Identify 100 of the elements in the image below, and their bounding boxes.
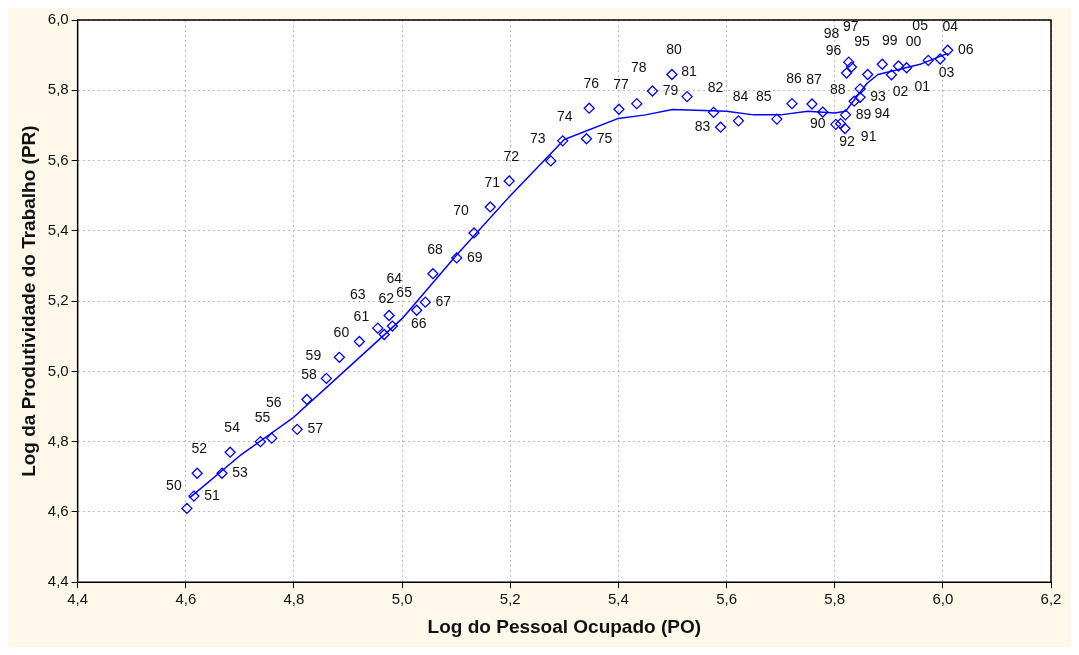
- point: [631, 97, 643, 110]
- annotation: 93: [870, 88, 887, 105]
- point: [291, 423, 303, 435]
- point: [583, 102, 595, 114]
- annotation: 06: [957, 41, 974, 58]
- annotation: 82: [707, 79, 724, 96]
- annotation: 51: [204, 486, 220, 503]
- annotation: 60: [333, 324, 350, 341]
- point: [922, 54, 934, 67]
- annotation: 87: [806, 70, 822, 87]
- annotation: 83: [694, 118, 711, 135]
- point: [191, 467, 203, 479]
- annotation: 02: [892, 82, 909, 99]
- annotation: 50: [166, 477, 182, 494]
- point: [830, 118, 842, 131]
- point: [386, 320, 399, 332]
- point: [468, 227, 480, 239]
- point: [817, 106, 829, 118]
- annotation: 92: [839, 133, 855, 150]
- point: [266, 432, 278, 444]
- point: [707, 106, 720, 119]
- point: [557, 135, 569, 147]
- point: [411, 304, 423, 316]
- annotation: 04: [942, 18, 959, 35]
- point: [942, 44, 954, 56]
- point: [786, 97, 798, 110]
- point: [372, 322, 384, 334]
- annotation: 66: [410, 315, 427, 332]
- annotation: 56: [265, 394, 282, 410]
- point: [854, 91, 866, 103]
- annotation: 80: [666, 41, 682, 58]
- annotation: 62: [378, 290, 395, 307]
- point: [876, 58, 888, 70]
- y-tick-label: 4,6: [47, 502, 69, 520]
- annotation: 97: [842, 18, 859, 35]
- annotation: 91: [860, 127, 877, 144]
- annotation: 68: [427, 240, 443, 257]
- annotation: 05: [912, 16, 929, 33]
- annotation: 77: [613, 76, 629, 93]
- point: [613, 103, 625, 115]
- annotation: 57: [307, 420, 324, 437]
- point: [862, 68, 874, 81]
- point: [383, 309, 395, 322]
- annotation: 79: [662, 81, 679, 98]
- annotation: 84: [732, 87, 749, 104]
- point: [714, 121, 727, 133]
- point: [353, 335, 366, 348]
- point: [666, 68, 678, 81]
- annotation: 95: [854, 32, 871, 49]
- y-tick-label: 5,6: [47, 150, 69, 168]
- point: [224, 446, 236, 458]
- point: [333, 351, 346, 363]
- point: [427, 268, 439, 280]
- annotation: 01: [914, 78, 931, 95]
- x-tick-label: 5,8: [824, 590, 846, 608]
- annotation: 85: [756, 87, 772, 104]
- annotation: 81: [681, 63, 698, 80]
- y-tick-label: 5,8: [47, 80, 69, 98]
- annotation: 55: [254, 408, 271, 425]
- annotation: 00: [905, 32, 922, 49]
- point: [451, 252, 463, 264]
- y-tick-label: 5,4: [47, 220, 69, 238]
- point: [646, 85, 659, 97]
- point: [848, 95, 860, 107]
- point: [892, 60, 905, 72]
- annotation: 86: [786, 70, 802, 87]
- x-tick-label: 6,0: [932, 590, 954, 608]
- x-tick-label: 5,0: [391, 590, 413, 608]
- x-tick-label: 4,4: [67, 590, 89, 608]
- annotation: 71: [484, 173, 501, 190]
- annotation: 70: [453, 201, 470, 218]
- annotation: 94: [874, 105, 891, 122]
- annotation: 72: [503, 147, 520, 164]
- point: [484, 201, 496, 213]
- y-tick-label: 5,2: [47, 291, 69, 309]
- x-tick-label: 5,6: [716, 590, 737, 608]
- y-axis-title: Log da Produtividade do Trabalho (PR): [17, 125, 39, 477]
- annotation: 74: [556, 107, 573, 124]
- y-tick-label: 6,0: [47, 10, 69, 28]
- y-tick-label: 5,0: [47, 361, 69, 379]
- point: [188, 490, 200, 502]
- annotation: 53: [232, 464, 249, 481]
- x-tick-label: 4,8: [283, 590, 305, 608]
- annotation: 59: [305, 347, 322, 364]
- point: [216, 467, 228, 479]
- annotation: 76: [583, 75, 600, 92]
- annotation: 73: [530, 129, 546, 146]
- point: [840, 67, 853, 79]
- point: [301, 393, 313, 406]
- annotation: 52: [191, 440, 208, 457]
- annotation: 98: [823, 24, 840, 41]
- annotation: 69: [466, 248, 483, 265]
- y-tick-label: 4,8: [47, 431, 69, 449]
- annotation: 03: [938, 63, 955, 80]
- point: [254, 436, 267, 448]
- annotation: 63: [349, 286, 366, 303]
- point: [771, 113, 783, 125]
- point: [181, 502, 193, 515]
- x-tick-label: 6,2: [1040, 590, 1062, 608]
- point: [378, 328, 390, 341]
